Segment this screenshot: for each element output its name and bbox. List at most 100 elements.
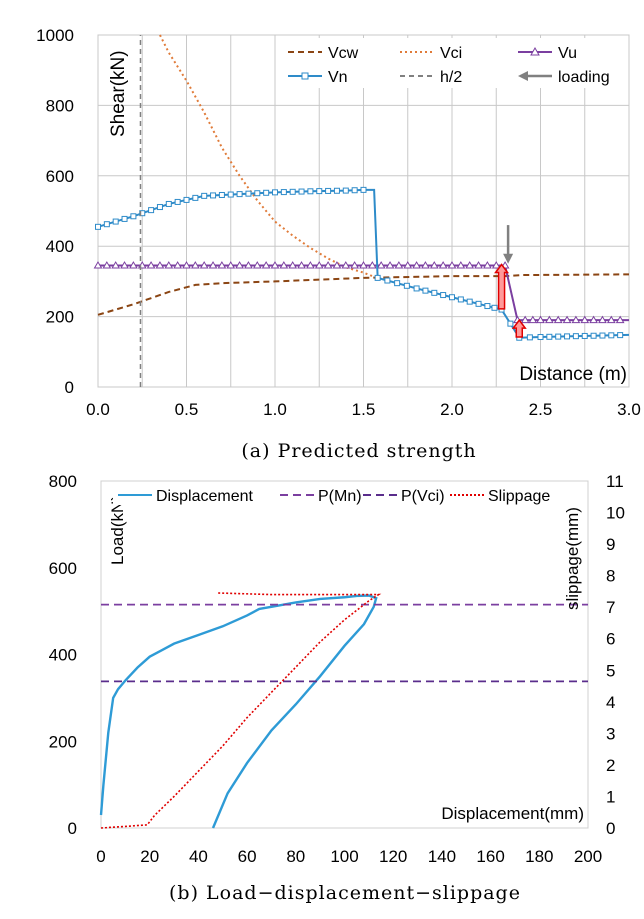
vu-marker [182, 261, 191, 269]
legend-label-pmn: P(Mn) [318, 488, 362, 505]
vu-marker [306, 261, 315, 269]
vu-marker [359, 261, 368, 269]
vn-marker [413, 285, 420, 292]
vn-marker [537, 334, 544, 341]
chart-b-y2-tick: 7 [606, 598, 615, 617]
chart-b-x-tick: 80 [286, 847, 305, 866]
vu-marker [173, 261, 183, 269]
vn-marker [581, 332, 588, 339]
legend-label-loading: loading [558, 69, 610, 86]
vu-marker [456, 261, 466, 269]
vn-marker [384, 277, 391, 284]
vu-marker [528, 315, 538, 324]
chart-b-legend: Displacement P(Mn) P(Vci) Slippage [113, 483, 563, 505]
loading-arrow-head [503, 253, 514, 264]
vn-marker [507, 320, 514, 327]
legend-label-slippage: Slippage [488, 488, 550, 505]
chart-b-y-tick: 800 [49, 472, 77, 491]
vn-marker [192, 194, 199, 201]
vn-marker [130, 213, 137, 220]
chart-a-y-tick: 800 [46, 96, 74, 115]
vn-marker [374, 274, 381, 281]
chart-b-y2-tick: 0 [606, 819, 615, 838]
chart-b-x-label: Displacement(mm) [441, 804, 584, 823]
vn-marker [449, 294, 455, 301]
vu-marker [297, 261, 306, 269]
vn-marker [165, 200, 172, 207]
vu-marker [491, 261, 501, 269]
vn-marker [227, 191, 234, 198]
chart-b-y2-tick: 2 [606, 756, 615, 775]
legend-label-pvci: P(Vci) [401, 488, 445, 505]
chart-a-x-tick: 1.5 [352, 400, 376, 419]
vn-marker [351, 187, 358, 194]
chart-b-x-tick: 160 [476, 847, 504, 866]
vn-marker [174, 198, 181, 205]
legend-label-Vn: Vn [328, 69, 348, 86]
chart-b-load-displacement: 0 20 40 60 80 100 120 140 160 180 2000200400600800… [49, 472, 625, 904]
chart-a-y-label: Shear(kN) [108, 50, 129, 137]
series-slippage-line [100, 592, 382, 829]
chart-b-y2-tick: 6 [606, 630, 615, 649]
chart-b-y-tick: 0 [68, 819, 77, 838]
chart-b-y2-tick: 5 [606, 661, 615, 680]
vu-marker [235, 261, 244, 269]
vn-marker [572, 333, 579, 340]
chart-a-x-tick: 2.5 [529, 400, 553, 419]
chart-b-x-tick: 60 [238, 847, 257, 866]
vn-marker [564, 333, 571, 340]
chart-a-x-tick: 1.0 [263, 400, 287, 419]
legend-square-marker [301, 72, 309, 80]
series-Vcw-line [97, 273, 630, 316]
legend-loading-arrowhead [518, 71, 528, 81]
vu-marker [571, 315, 581, 324]
chart-b-y2-label: slippage(mm) [563, 507, 582, 610]
vn-marker [466, 298, 473, 305]
vu-marker [341, 261, 351, 269]
vn-marker [333, 187, 340, 194]
vn-marker [484, 303, 491, 310]
chart-b-y2-tick: 11 [606, 472, 624, 491]
vn-marker [394, 280, 401, 287]
vn-marker [526, 334, 533, 341]
vu-marker [323, 261, 333, 269]
chart-b-x-tick: 0 [96, 847, 105, 866]
vn-marker [475, 300, 482, 307]
vn-marker [263, 189, 270, 196]
chart-b-x-tick: 140 [428, 847, 456, 866]
vu-marker [252, 261, 262, 269]
strength-block-arrow [494, 263, 510, 310]
chart-a-grid [97, 34, 630, 388]
chart-a-x-tick: 3.0 [617, 400, 641, 419]
vu-marker [606, 315, 616, 324]
chart-a-legend-box [282, 38, 624, 88]
vu-marker [376, 261, 386, 269]
vn-marker [316, 188, 323, 195]
legend-label-Vu: Vu [558, 45, 577, 62]
vn-marker [103, 221, 110, 228]
vu-marker [447, 261, 457, 269]
vn-marker [422, 287, 429, 294]
vn-marker [121, 215, 128, 222]
legend-label-h2: h/2 [440, 69, 462, 86]
vn-marker [112, 218, 119, 225]
chart-a-y-tick: 1000 [36, 26, 74, 45]
vu-marker [208, 261, 218, 269]
vu-marker [483, 261, 492, 269]
chart-b-series [99, 592, 588, 829]
vu-marker [155, 261, 165, 269]
vn-marker [280, 189, 287, 196]
vn-marker [156, 204, 163, 211]
chart-a-predicted-strength: 0.0 0.5 1.0 1.5 2.0 2.5 3.0 0 200 400 600 800 1000 S… [36, 26, 641, 462]
vu-marker [129, 261, 138, 269]
vn-marker [546, 333, 553, 340]
vu-marker [438, 261, 448, 269]
vu-marker [429, 261, 439, 269]
legend-triangle-marker [530, 46, 540, 56]
vu-marker [146, 261, 156, 269]
chart-b-x-tick: 20 [140, 847, 159, 866]
chart-a-y-tick: 400 [46, 237, 74, 256]
vn-marker [440, 292, 447, 299]
chart-a-x-tick: 0.5 [175, 400, 199, 419]
vu-marker [270, 261, 280, 269]
